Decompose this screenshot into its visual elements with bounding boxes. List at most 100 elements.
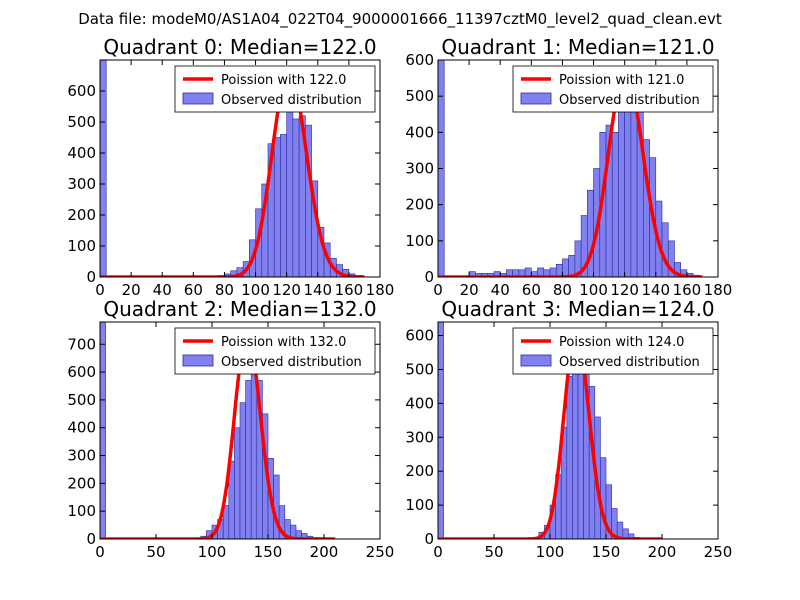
y-tick-label: 200 <box>405 196 434 214</box>
x-tick-label: 140 <box>641 281 670 299</box>
x-tick-label: 160 <box>673 281 702 299</box>
y-tick-label: 600 <box>67 82 96 100</box>
histogram-bar <box>628 533 635 539</box>
poisson-fit-line <box>438 69 703 277</box>
x-tick-label: 0 <box>433 281 443 299</box>
legend-bar-swatch <box>182 92 214 105</box>
x-tick-label: 200 <box>310 543 339 561</box>
x-tick-label: 0 <box>95 543 105 561</box>
x-tick-label: 150 <box>592 543 621 561</box>
histogram-bar <box>250 363 258 539</box>
legend-bar-swatch <box>182 354 214 367</box>
y-tick-label: 200 <box>67 474 96 492</box>
y-tick-label: 500 <box>405 360 434 378</box>
x-tick-label: 180 <box>366 281 395 299</box>
x-tick-label: 50 <box>146 543 165 561</box>
legend-hist-label: Observed distribution <box>221 93 362 108</box>
y-tick-label: 0 <box>86 268 96 286</box>
x-tick-label: 100 <box>241 281 270 299</box>
y-tick-label: 0 <box>424 530 434 548</box>
histogram-bar <box>568 255 576 277</box>
legend: Poission with 124.0 Observed distribution <box>512 327 714 375</box>
y-tick-label: 700 <box>67 335 96 353</box>
x-tick-label: 120 <box>610 281 639 299</box>
y-tick-label: 500 <box>67 391 96 409</box>
legend-hist-label: Observed distribution <box>559 93 700 108</box>
x-tick-label: 40 <box>491 281 510 299</box>
y-tick-label: 300 <box>405 160 434 178</box>
x-tick-label: 0 <box>95 281 105 299</box>
legend-bar-swatch <box>520 92 552 105</box>
x-tick-label: 60 <box>184 281 203 299</box>
y-tick-label: 300 <box>405 428 434 446</box>
histogram-bar <box>286 103 294 277</box>
y-tick-label: 400 <box>405 123 434 141</box>
legend-fit-label: Poission with 124.0 <box>559 335 684 350</box>
x-tick-label: 250 <box>704 543 733 561</box>
y-tick-label: 200 <box>67 206 96 224</box>
x-tick-label: 100 <box>198 543 227 561</box>
y-tick-label: 0 <box>424 268 434 286</box>
x-tick-label: 140 <box>303 281 332 299</box>
legend-fit-label: Poission with 132.0 <box>221 335 346 350</box>
panels: Quadrant 0: Median=122.00 20 40 60 80 100 120 1… <box>67 35 732 561</box>
histogram-bar <box>438 322 444 539</box>
legend-hist-label: Observed distribution <box>559 355 700 370</box>
x-tick-label: 80 <box>215 281 234 299</box>
legend-hist-label: Observed distribution <box>221 355 362 370</box>
legend-fit-label: Poission with 121.0 <box>559 73 684 88</box>
x-tick-label: 100 <box>536 543 565 561</box>
histogram-bar <box>234 427 241 539</box>
x-tick-label: 20 <box>460 281 479 299</box>
y-tick-label: 400 <box>67 144 96 162</box>
histogram-bar <box>100 322 106 539</box>
y-tick-label: 100 <box>405 232 434 250</box>
x-tick-label: 180 <box>704 281 733 299</box>
x-tick-label: 20 <box>122 281 141 299</box>
x-tick-label: 0 <box>433 543 443 561</box>
y-tick-label: 600 <box>67 363 96 381</box>
panel-quadrant-1: Quadrant 1: Median=121.00 20 40 60 80 100 120 1… <box>405 35 732 299</box>
y-tick-label: 100 <box>67 237 96 255</box>
histogram-bar <box>555 264 563 277</box>
panel-quadrant-3: Quadrant 3: Median=124.0 0 50 100 150 200 250 0… <box>405 297 732 561</box>
x-tick-label: 80 <box>553 281 572 299</box>
figure-suptitle: Data file: modeM0/AS1A04_022T04_90000016… <box>78 10 722 29</box>
x-tick-label: 50 <box>484 543 503 561</box>
x-tick-label: 120 <box>272 281 301 299</box>
x-tick-label: 60 <box>522 281 541 299</box>
histogram-bar <box>239 402 246 539</box>
axes-frame <box>99 59 381 278</box>
histogram-bar <box>611 132 619 277</box>
panel-title: Quadrant 0: Median=122.0 <box>103 35 376 59</box>
panel-quadrant-2: Quadrant 2: Median=132.0 0 50 100 150 200 250 0… <box>67 297 394 561</box>
y-tick-label: 500 <box>67 113 96 131</box>
panel-quadrant-0: Quadrant 0: Median=122.00 20 40 60 80 100 120 1… <box>67 35 394 299</box>
y-tick-label: 300 <box>67 175 96 193</box>
y-tick-label: 200 <box>405 462 434 480</box>
axes-frame <box>99 321 381 540</box>
x-tick-label: 200 <box>648 543 677 561</box>
histogram-bar <box>572 365 579 539</box>
histogram-bar <box>630 110 638 277</box>
histogram-bars <box>100 322 325 539</box>
histogram-bar <box>661 222 669 277</box>
panel-title: Quadrant 3: Median=124.0 <box>441 297 714 321</box>
axes-frame <box>437 321 719 540</box>
legend-fit-label: Poission with 122.0 <box>221 73 346 88</box>
y-tick-label: 400 <box>67 419 96 437</box>
y-tick-label: 600 <box>405 327 434 345</box>
legend: Poission with 121.0 Observed distribution <box>512 65 714 113</box>
histogram-bar <box>562 258 569 277</box>
y-tick-label: 400 <box>405 394 434 412</box>
histogram-bar <box>280 134 287 277</box>
y-tick-label: 600 <box>405 51 434 69</box>
y-tick-label: 500 <box>405 87 434 105</box>
panel-title: Quadrant 2: Median=132.0 <box>103 297 376 321</box>
x-tick-label: 160 <box>335 281 364 299</box>
panel-title: Quadrant 1: Median=121.0 <box>441 35 714 59</box>
legend: Poission with 132.0 Observed distribution <box>174 327 376 375</box>
legend-bar-swatch <box>520 354 552 367</box>
x-tick-label: 100 <box>579 281 608 299</box>
